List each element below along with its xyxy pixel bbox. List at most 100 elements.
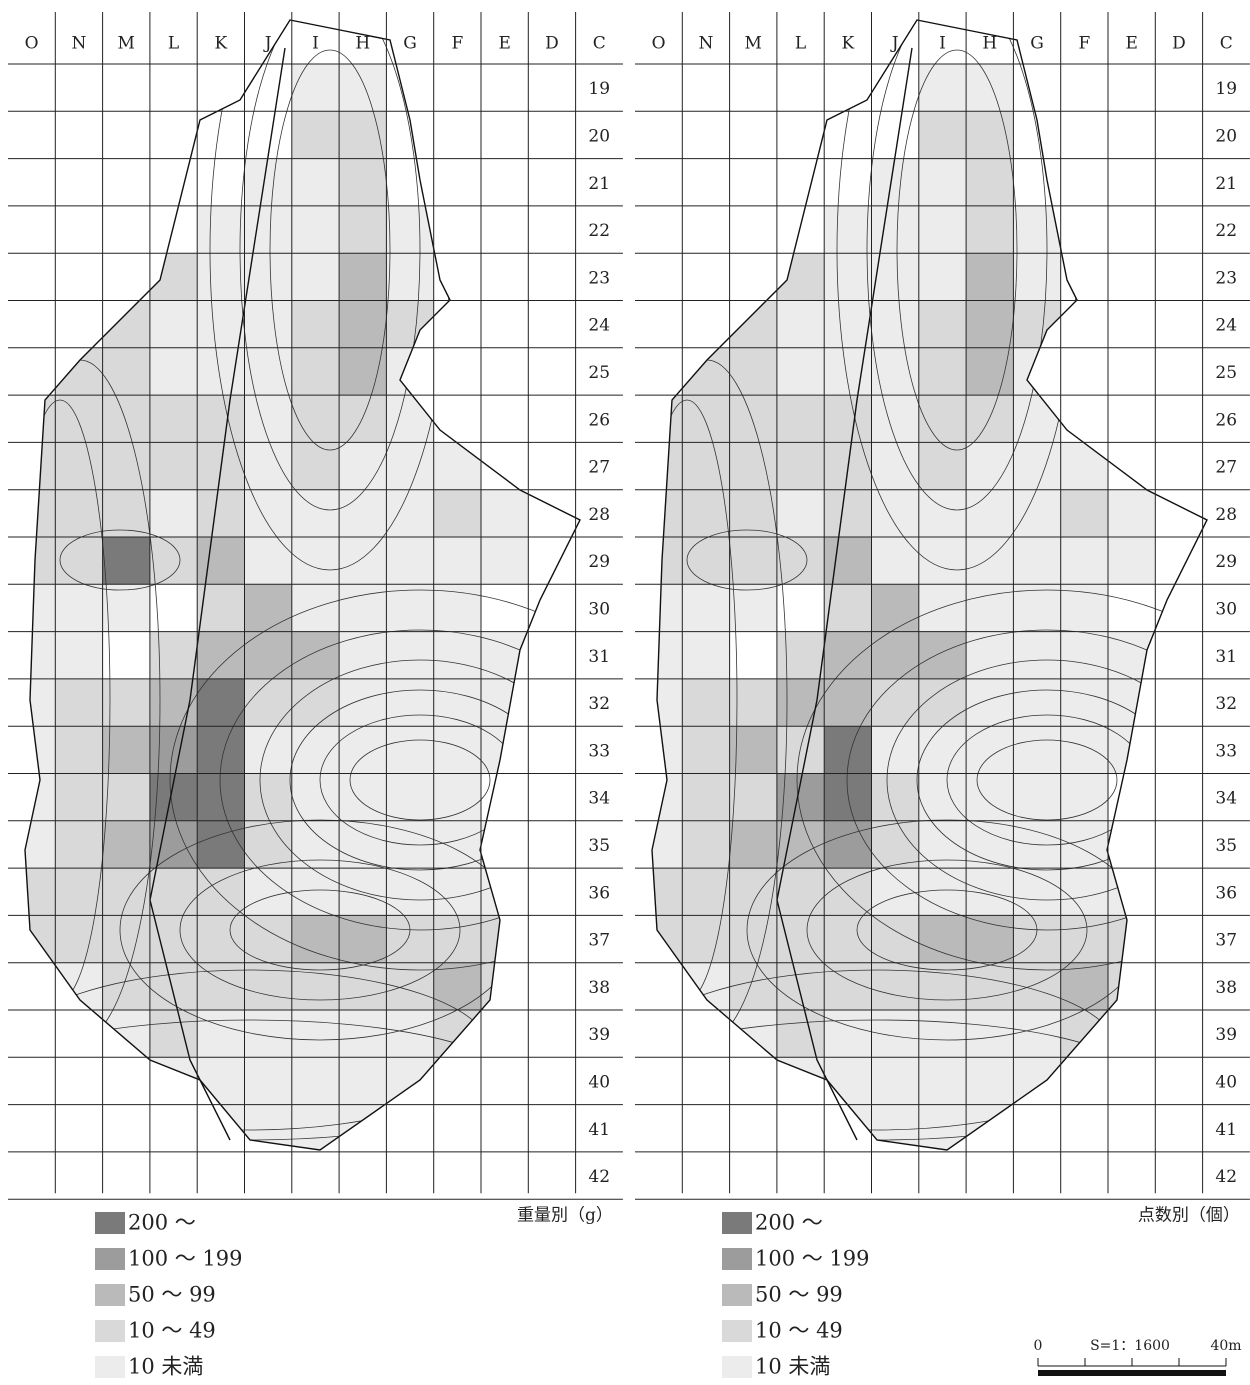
shaded-cell bbox=[197, 253, 244, 300]
legend-swatch bbox=[722, 1284, 752, 1306]
shaded-cell bbox=[103, 348, 150, 395]
shaded-cell bbox=[777, 726, 824, 773]
shaded-cell bbox=[292, 726, 339, 773]
shaded-cell bbox=[434, 915, 481, 962]
row-label: 31 bbox=[1215, 647, 1237, 667]
shaded-cell bbox=[1061, 868, 1108, 915]
shaded-cell bbox=[339, 915, 386, 962]
shaded-cell bbox=[434, 537, 481, 584]
shaded-cell bbox=[292, 584, 339, 631]
shaded-cell bbox=[635, 584, 682, 631]
shaded-cell bbox=[635, 442, 682, 489]
shaded-cell bbox=[966, 537, 1013, 584]
shaded-cell bbox=[824, 537, 871, 584]
shaded-cell bbox=[682, 821, 729, 868]
shaded-cell bbox=[777, 490, 824, 537]
shaded-cell bbox=[292, 348, 339, 395]
shaded-cell bbox=[824, 915, 871, 962]
column-label: G bbox=[403, 34, 417, 54]
shaded-cell bbox=[919, 111, 966, 158]
row-label: 39 bbox=[588, 1025, 610, 1045]
shaded-cell bbox=[966, 348, 1013, 395]
row-label: 20 bbox=[588, 126, 610, 146]
row-label: 25 bbox=[588, 363, 610, 383]
shaded-cell bbox=[919, 348, 966, 395]
shaded-cell bbox=[1013, 442, 1060, 489]
shaded-cell bbox=[55, 395, 102, 442]
shaded-cell bbox=[292, 915, 339, 962]
shaded-cell bbox=[339, 490, 386, 537]
shaded-cell bbox=[966, 1057, 1013, 1104]
shaded-cell bbox=[481, 915, 528, 962]
shaded-cell bbox=[55, 726, 102, 773]
shaded-cell bbox=[245, 774, 292, 821]
shaded-cell bbox=[245, 726, 292, 773]
shaded-cell bbox=[150, 1010, 197, 1057]
shaded-cell bbox=[1108, 821, 1155, 868]
shaded-cell bbox=[103, 442, 150, 489]
shaded-cell bbox=[1061, 1105, 1108, 1152]
shaded-cell bbox=[872, 584, 919, 631]
row-label: 36 bbox=[1215, 883, 1237, 903]
shaded-cell bbox=[1013, 679, 1060, 726]
shaded-cell bbox=[339, 1010, 386, 1057]
row-label: 28 bbox=[588, 505, 610, 525]
row-label: 38 bbox=[588, 978, 610, 998]
legend-label: 10 未満 bbox=[128, 1355, 203, 1379]
row-label: 29 bbox=[1215, 552, 1237, 572]
shading-layer bbox=[8, 64, 528, 1152]
shaded-cell bbox=[55, 348, 102, 395]
shaded-cell bbox=[1108, 1057, 1155, 1104]
column-label: D bbox=[545, 34, 559, 54]
shaded-cell bbox=[777, 1105, 824, 1152]
shaded-cell bbox=[872, 774, 919, 821]
shaded-cell bbox=[481, 490, 528, 537]
shaded-cell bbox=[966, 774, 1013, 821]
shaded-cell bbox=[1013, 774, 1060, 821]
shaded-cell bbox=[1013, 1057, 1060, 1104]
shaded-cell bbox=[1061, 726, 1108, 773]
shaded-cell bbox=[55, 1010, 102, 1057]
shaded-cell bbox=[150, 253, 197, 300]
row-label: 28 bbox=[1215, 505, 1237, 525]
column-label: L bbox=[795, 34, 806, 54]
shaded-cell bbox=[1108, 915, 1155, 962]
legend-swatch bbox=[722, 1212, 752, 1234]
legend-swatch bbox=[95, 1248, 125, 1270]
shaded-cell bbox=[777, 632, 824, 679]
row-label: 32 bbox=[588, 694, 610, 714]
shaded-cell bbox=[292, 253, 339, 300]
shaded-cell bbox=[730, 1010, 777, 1057]
shaded-cell bbox=[245, 301, 292, 348]
row-label: 31 bbox=[588, 647, 610, 667]
shaded-cell bbox=[777, 348, 824, 395]
shaded-cell bbox=[730, 537, 777, 584]
row-label: 33 bbox=[588, 741, 610, 761]
shaded-cell bbox=[730, 442, 777, 489]
shaded-cell bbox=[339, 395, 386, 442]
row-label: 25 bbox=[1215, 363, 1237, 383]
shaded-cell bbox=[434, 963, 481, 1010]
row-label: 22 bbox=[588, 221, 610, 241]
shaded-cell bbox=[1108, 679, 1155, 726]
shaded-cell bbox=[635, 963, 682, 1010]
shaded-cell bbox=[339, 584, 386, 631]
shaded-cell bbox=[292, 206, 339, 253]
shaded-cell bbox=[150, 821, 197, 868]
shaded-cell bbox=[386, 490, 433, 537]
shaded-cell bbox=[1108, 490, 1155, 537]
shaded-cell bbox=[150, 490, 197, 537]
shaded-cell bbox=[919, 206, 966, 253]
shaded-cell bbox=[197, 1057, 244, 1104]
column-label: M bbox=[745, 34, 762, 54]
legend-swatch bbox=[95, 1320, 125, 1342]
shaded-cell bbox=[777, 963, 824, 1010]
shaded-cell bbox=[919, 726, 966, 773]
column-label: C bbox=[1220, 34, 1233, 54]
row-label: 40 bbox=[588, 1072, 610, 1092]
shaded-cell bbox=[824, 395, 871, 442]
shaded-cell bbox=[872, 490, 919, 537]
shaded-cell bbox=[434, 1057, 481, 1104]
column-label: H bbox=[355, 34, 370, 54]
shaded-cell bbox=[339, 963, 386, 1010]
